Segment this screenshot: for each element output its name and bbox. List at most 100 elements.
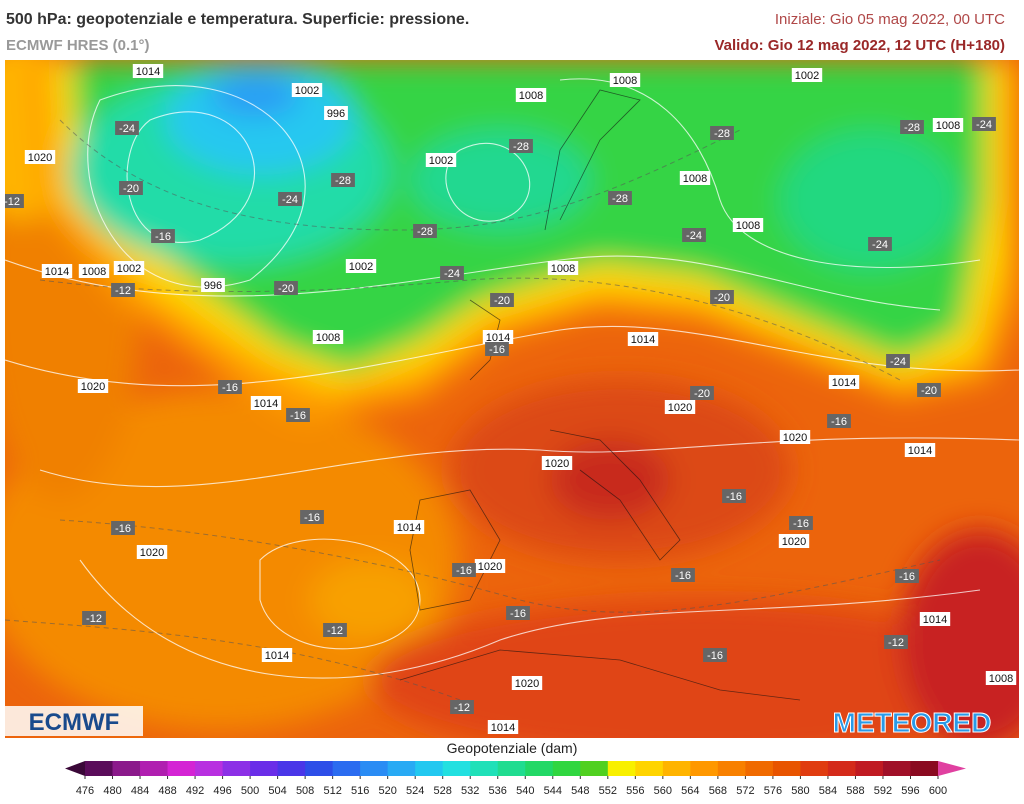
temperature-label-box (895, 569, 919, 583)
isobar-label-box (291, 83, 323, 97)
map: 1014 1002 996 1008 1008 1002 1020 1002 1008 1008 1… (5, 60, 1019, 738)
colorbar-bin (525, 761, 554, 776)
colorbar-bin (855, 761, 884, 776)
colorbar-bin (635, 761, 664, 776)
temperature-label-box (703, 648, 727, 662)
colorbar-bin (250, 761, 279, 776)
colorbar-bin (470, 761, 499, 776)
colorbar-bin (827, 761, 856, 776)
isobar-label: 1002 (295, 85, 319, 97)
temperature-label: -16 (675, 570, 691, 582)
isobar-label: 1020 (782, 536, 806, 548)
temperature-label: -16 (304, 512, 320, 524)
isobar-label: 1014 (397, 522, 421, 534)
colorbar-tick-label: 496 (213, 785, 231, 797)
isobar-label: 1008 (82, 266, 106, 278)
temperature-label-box (274, 281, 298, 295)
isobar-label-box (732, 218, 764, 232)
isobar-label: 1008 (316, 332, 340, 344)
colorbar-bin (195, 761, 224, 776)
isobar-label-box (24, 150, 56, 164)
temperature-label-box (218, 380, 242, 394)
isobar-label-box (77, 379, 109, 393)
colorbar-tick-label: 540 (516, 785, 534, 797)
colorbar-bin (717, 761, 746, 776)
temperature-label-box (413, 224, 437, 238)
temperature-label-box (485, 342, 509, 356)
colorbar-bin (607, 761, 636, 776)
colorbar-tick-label: 564 (681, 785, 699, 797)
temperature-label-box (440, 266, 464, 280)
isobar-label: 1008 (519, 90, 543, 102)
temperature-label: -20 (714, 292, 730, 304)
isobar-label: 1020 (783, 432, 807, 444)
temperature-label-box (82, 611, 106, 625)
temperature-label: -28 (612, 193, 628, 205)
isobar-label-box (482, 330, 514, 344)
colorbar-tick-label: 588 (846, 785, 864, 797)
isobar-label-box (261, 648, 293, 662)
isobar-label: 1002 (429, 155, 453, 167)
isobar-label: 1020 (140, 547, 164, 559)
temperature-label: -16 (899, 571, 915, 583)
isobar-label-box (345, 259, 377, 273)
temperature-label-box (151, 229, 175, 243)
isobar-label: 1008 (683, 173, 707, 185)
colorbar-bin (387, 761, 416, 776)
colorbar-tick-label: 528 (434, 785, 452, 797)
temperature-label-box (710, 290, 734, 304)
colorbar-bin (882, 761, 911, 776)
isobar-label-box (393, 520, 425, 534)
isobar-label: 996 (327, 108, 345, 120)
temperature-label-box (900, 120, 924, 134)
temperature-label: -12 (327, 625, 343, 637)
colorbar-tick-label: 572 (736, 785, 754, 797)
colorbar-tick-label: 508 (296, 785, 314, 797)
colorbar-tick-label: 500 (241, 785, 259, 797)
colorbar-bin (580, 761, 609, 776)
temperature-label-box (490, 293, 514, 307)
temperature-label: -20 (694, 388, 710, 400)
colorbar-tick-label: 544 (544, 785, 562, 797)
colorbar-tick-label: 600 (929, 785, 947, 797)
colorbar-bin (552, 761, 581, 776)
temperature-label-box (884, 635, 908, 649)
temperature-label-box (452, 563, 476, 577)
isobar-label: 1008 (736, 220, 760, 232)
temperature-label-box (608, 191, 632, 205)
isobar-label-box (627, 332, 659, 346)
temperature-label-box (300, 510, 324, 524)
initial-time: Iniziale: Gio 05 mag 2022, 00 UTC (775, 11, 1005, 28)
temperature-label: -16 (290, 410, 306, 422)
isobar-label: 996 (204, 280, 222, 292)
colorbar-bin (305, 761, 334, 776)
temperature-label: -16 (115, 523, 131, 535)
isobar-label: 1014 (923, 614, 947, 626)
isobar-label-box (78, 264, 110, 278)
ecmwf-logo: ECMWF (29, 709, 120, 736)
temperature-label-box (506, 606, 530, 620)
colorbar-tick-label: 576 (764, 785, 782, 797)
isobar-label-box (312, 330, 344, 344)
temperature-label: -16 (222, 382, 238, 394)
temperature-label: -16 (510, 608, 526, 620)
temperature-label-box (286, 408, 310, 422)
isobar-label: 1014 (832, 377, 856, 389)
meteored-logo: METEORED (833, 707, 992, 738)
colorbar-bin (140, 761, 169, 776)
temperature-label: -16 (831, 416, 847, 428)
isobar-label: 1008 (989, 673, 1013, 685)
isobar-label-box (904, 443, 936, 457)
isobar-label-box (779, 430, 811, 444)
isobar-label: 1020 (515, 678, 539, 690)
isobar-label-box (132, 64, 164, 78)
temperature-label-box (450, 700, 474, 714)
isobar-label: 1008 (551, 263, 575, 275)
colorbar-tick-label: 504 (268, 785, 286, 797)
temperature-label: -24 (890, 356, 906, 368)
temperature-label-box (972, 117, 996, 131)
colorbar-bin (690, 761, 719, 776)
colorbar-tick-label: 556 (626, 785, 644, 797)
temperature-label: -20 (123, 183, 139, 195)
